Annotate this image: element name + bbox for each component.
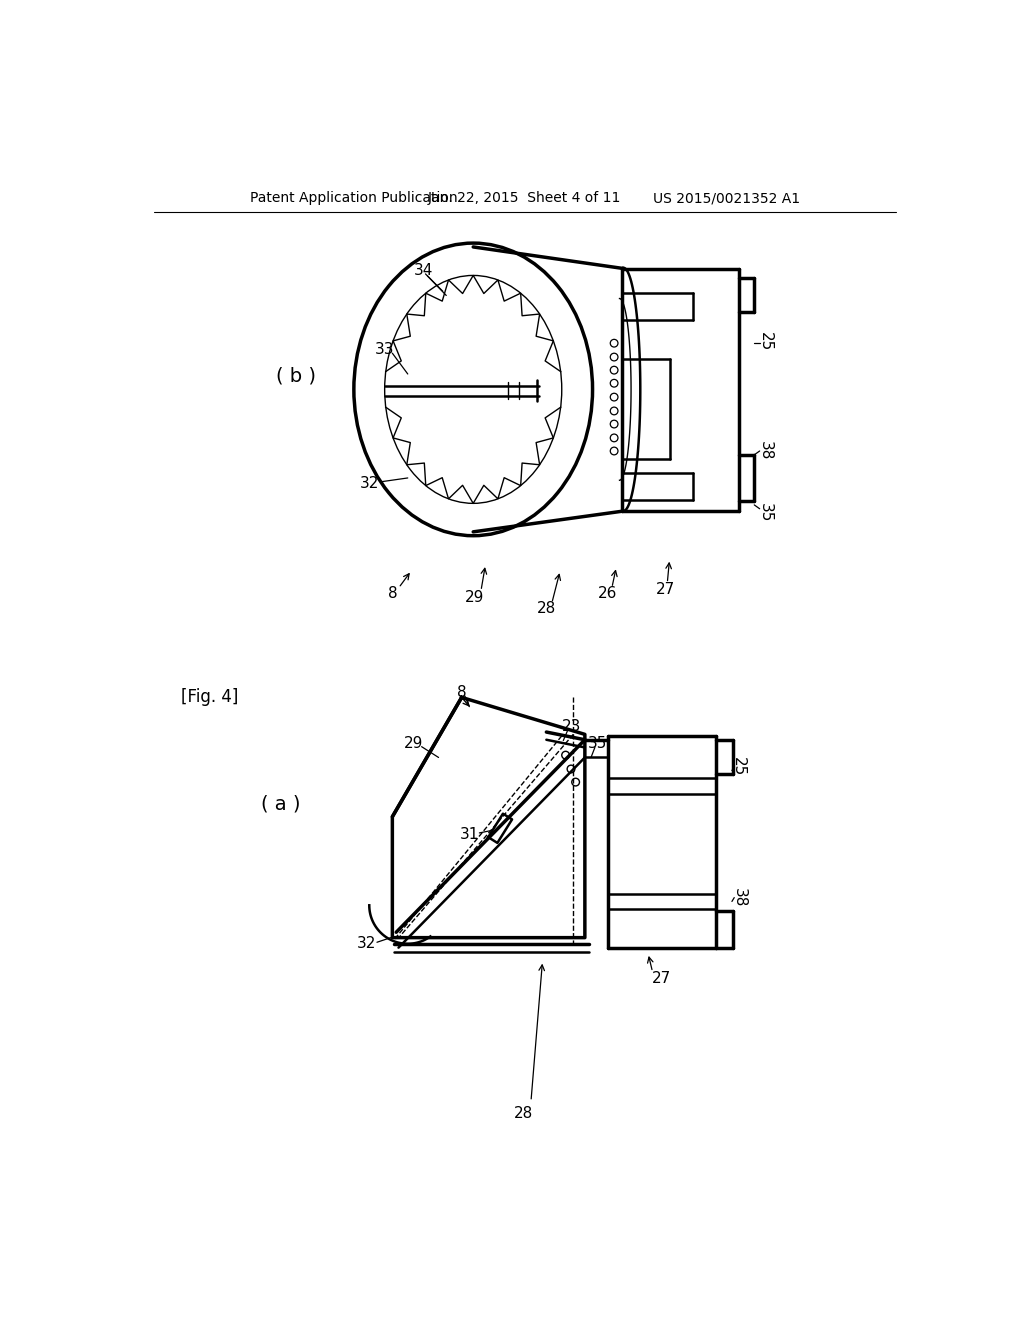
Text: 32: 32 bbox=[359, 475, 379, 491]
Text: [Fig. 4]: [Fig. 4] bbox=[180, 689, 238, 706]
Text: 38: 38 bbox=[759, 441, 773, 461]
Text: 28: 28 bbox=[514, 1106, 532, 1121]
Text: 35: 35 bbox=[588, 737, 607, 751]
Text: 38: 38 bbox=[731, 888, 746, 907]
Text: 29: 29 bbox=[465, 590, 484, 605]
Text: ( a ): ( a ) bbox=[261, 795, 300, 813]
Text: 31: 31 bbox=[460, 826, 479, 842]
Text: 27: 27 bbox=[656, 582, 676, 597]
Text: 8: 8 bbox=[457, 685, 467, 700]
Text: 23: 23 bbox=[562, 719, 582, 734]
Text: 34: 34 bbox=[414, 263, 433, 277]
Text: 32: 32 bbox=[357, 936, 377, 952]
Text: 28: 28 bbox=[537, 602, 556, 616]
Text: 8: 8 bbox=[387, 586, 397, 601]
Text: 25: 25 bbox=[731, 758, 746, 776]
Text: 27: 27 bbox=[652, 972, 672, 986]
Text: ( b ): ( b ) bbox=[276, 366, 316, 385]
Text: US 2015/0021352 A1: US 2015/0021352 A1 bbox=[653, 191, 801, 206]
Text: 29: 29 bbox=[404, 737, 424, 751]
Text: 35: 35 bbox=[759, 503, 773, 523]
Text: 26: 26 bbox=[598, 586, 617, 601]
Text: 33: 33 bbox=[375, 342, 394, 356]
Text: 25: 25 bbox=[759, 333, 773, 351]
Text: Jan. 22, 2015  Sheet 4 of 11: Jan. 22, 2015 Sheet 4 of 11 bbox=[428, 191, 622, 206]
Text: Patent Application Publication: Patent Application Publication bbox=[250, 191, 458, 206]
